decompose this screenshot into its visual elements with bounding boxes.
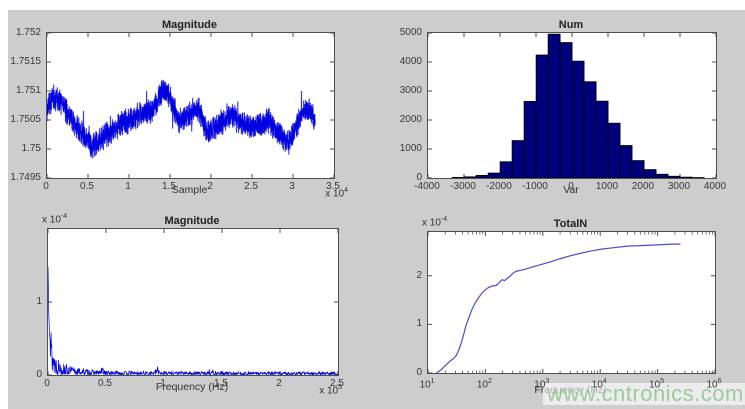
x-tick-label: 2 [207,181,213,192]
x-tick-label: 3000 [667,181,691,192]
x-tick-label: 103 [534,378,550,391]
histogram-bar [619,145,633,178]
axes-totaln [427,231,716,374]
x-tick-label: 0 [44,378,50,389]
y-tick-label: 1.7505 [10,114,41,125]
y-tick-label: 2000 [399,114,422,125]
histogram-bar [595,100,609,178]
watermark-text: www.cntronics.com [547,381,744,406]
histogram-bar [583,81,597,178]
y-tick-label: 2 [416,269,422,281]
histogram-bar [679,176,693,178]
x-tick-label: 0.5 [80,181,94,192]
xlabel-sample: Sample [171,184,208,196]
histogram-bar [655,173,669,178]
y-tick-label: 1 [416,318,422,330]
x-axis-exponent-1e5: x 105 [319,384,342,397]
plot-title-magnitude-freq: Magnitude [164,215,220,227]
x-tick-label: 105 [649,378,665,391]
y-tick-label: 1000 [399,143,422,154]
x-tick-label: 104 [591,378,607,391]
y-axis-exponent-1e-4-spectrum: x 10-4 [42,213,68,226]
x-tick-label: -4000 [414,181,440,192]
histogram-bar [559,42,573,178]
y-axis-exponent-1e-4-totaln: x 10-4 [422,216,448,229]
x-tick-label: 2000 [631,181,655,192]
x-tick-label: 0 [43,181,49,192]
y-tick-label: 3000 [399,85,422,96]
axes-magnitude-time [46,32,335,179]
totaln-curve [436,243,681,373]
y-tick-label: 0 [416,367,422,378]
histogram-bar [487,172,501,178]
histogram-bar [631,160,645,178]
histogram-bar [511,140,525,178]
y-tick-label: 4000 [399,56,422,67]
x-tick-label: 1.5 [214,378,228,389]
y-tick-label: 1.751 [15,85,41,96]
x-tick-label: 106 [706,378,722,391]
signal-path [47,79,316,159]
y-tick-label: 1.7515 [10,56,41,67]
plot-title-totaln: TotalN [553,218,588,230]
histogram-bar [475,174,489,178]
y-tick-label: 1 [36,296,42,307]
histogram-bar [607,122,621,178]
plot-canvas-1 [428,33,716,178]
x-tick-label: 3 [289,181,295,192]
plot-canvas-2 [48,229,338,375]
plot-title-magnitude-time: Magnitude [162,19,217,31]
x-tick-label: 102 [476,378,492,391]
histogram-bar [451,177,465,178]
x-tick-label: 2.5 [244,181,258,192]
histogram-bar [535,54,549,178]
x-tick-label: -3000 [450,181,476,192]
x-tick-label: 1 [160,378,166,389]
xlabel-var: Var [563,184,579,196]
x-axis-exponent-1e4: x 104 [325,187,348,200]
plot-canvas-3 [428,232,715,373]
x-tick-label: 3.5 [326,181,340,192]
histogram-bar [547,33,561,178]
y-tick-label: 0 [416,172,422,183]
x-tick-label: 0.5 [98,378,112,389]
y-tick-label: 0 [36,369,42,380]
x-tick-label: 1.5 [162,181,176,192]
x-tick-label: 4000 [703,181,727,192]
x-tick-label: 2 [276,378,282,389]
y-tick-label: 5000 [399,27,422,38]
x-tick-label: -1000 [522,181,548,192]
watermark-band: www.cntronics.com [543,381,745,406]
spectrum-path [48,266,338,375]
x-tick-label: 2.5 [330,378,344,389]
axes-histogram [427,32,717,179]
histogram-bar [571,60,585,178]
x-tick-label: 101 [419,378,435,391]
histogram-bar [523,101,537,178]
histogram-bar [667,175,681,178]
histogram-bar [643,169,657,178]
y-tick-label: 1.75 [21,143,41,154]
y-tick-label: 1.752 [15,27,41,38]
y-tick-label: 1.7495 [10,172,41,183]
x-tick-label: 0 [568,181,574,192]
histogram-bar [463,176,477,178]
x-tick-label: -2000 [486,181,512,192]
axes-spectrum [47,228,339,376]
plot-canvas-0 [47,33,334,178]
histogram-bar [499,161,513,178]
x-tick-label: 1000 [595,181,619,192]
xlabel-frequency-spectrum: Frequency (Hz) [155,381,229,393]
plot-title-num: Num [558,19,584,31]
x-tick-label: 1 [125,181,131,192]
